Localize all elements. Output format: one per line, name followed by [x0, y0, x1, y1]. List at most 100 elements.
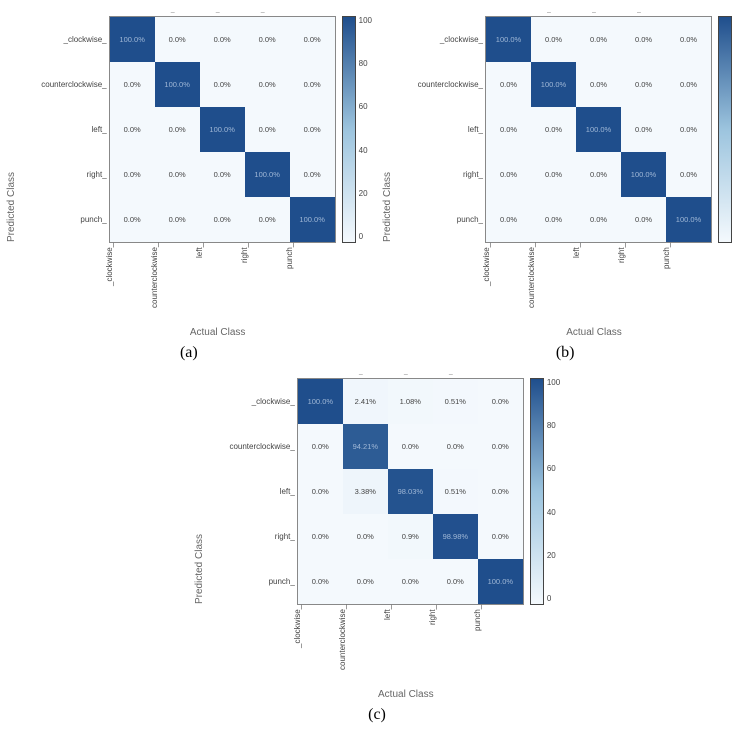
- x-axis-label: Actual Class: [105, 327, 330, 338]
- matrix-cell: 0.0%: [621, 62, 666, 107]
- y-tick-label: punch_: [395, 197, 485, 242]
- x-tick-label: left_: [195, 243, 240, 323]
- plot-column: –––Predicted Class_clockwise_countercloc…: [194, 372, 524, 700]
- matrix-cell: 0.0%: [666, 62, 711, 107]
- matrix-cell: 0.0%: [298, 424, 343, 469]
- matrix-cell: 0.0%: [576, 197, 621, 242]
- colorbar: 100806040200: [342, 16, 372, 243]
- matrix-cell: 0.0%: [478, 469, 523, 514]
- x-tick-label: punch_: [662, 243, 707, 323]
- x-tick-label: punch_: [473, 605, 518, 685]
- confusion-panel: –––Predicted Class_clockwise_countercloc…: [382, 10, 734, 362]
- matrix-cell: 0.0%: [290, 17, 335, 62]
- matrix-cell: 0.0%: [531, 197, 576, 242]
- x-ticks: _clockwise_counterclockwise_left_right_p…: [105, 243, 330, 323]
- confusion-matrix: 100.0%2.41%1.08%0.51%0.0%0.0%94.21%0.0%0…: [297, 378, 524, 605]
- y-tick-label: right_: [207, 514, 297, 559]
- matrix-cell: 0.0%: [433, 559, 478, 604]
- matrix-cell: 0.0%: [576, 17, 621, 62]
- x-tick-label: right_: [617, 243, 662, 323]
- colorbar-tick-label: 40: [359, 146, 372, 155]
- matrix-cell: 0.0%: [110, 152, 155, 197]
- matrix-cell: 0.0%: [621, 17, 666, 62]
- colorbar-tick-label: 60: [359, 102, 372, 111]
- matrix-cell: 100.0%: [290, 197, 335, 242]
- x-tick-label: left_: [572, 243, 617, 323]
- y-tick-label: left_: [19, 107, 109, 152]
- matrix-cell: 0.0%: [433, 424, 478, 469]
- colorbar-tick-label: 0: [547, 594, 560, 603]
- matrix-cell: 0.0%: [200, 62, 245, 107]
- matrix-cell: 0.0%: [531, 17, 576, 62]
- colorbar-tick-label: 60: [547, 464, 560, 473]
- matrix-cell: 98.98%: [433, 514, 478, 559]
- matrix-cell: 0.0%: [290, 62, 335, 107]
- colorbar-ticks: 100806040200: [547, 378, 560, 603]
- matrix-cell: 100.0%: [200, 107, 245, 152]
- matrix-cell: 100.0%: [298, 379, 343, 424]
- x-tick-label: counterclockwise_: [338, 605, 383, 685]
- matrix-cell: 0.0%: [343, 559, 388, 604]
- matrix-cell: 0.0%: [576, 152, 621, 197]
- matrix-cell: 0.0%: [531, 152, 576, 197]
- matrix-cell: 0.0%: [666, 152, 711, 197]
- matrix-cell: 0.0%: [200, 197, 245, 242]
- x-tick-label: counterclockwise_: [150, 243, 195, 323]
- matrix-cell: 100.0%: [245, 152, 290, 197]
- matrix-cell: 0.0%: [110, 107, 155, 152]
- matrix-cell: 0.0%: [110, 62, 155, 107]
- x-ticks: _clockwise_counterclockwise_left_right_p…: [482, 243, 707, 323]
- matrix-cell: 100.0%: [621, 152, 666, 197]
- y-tick-label: punch_: [207, 559, 297, 604]
- y-ticks: _clockwise_counterclockwise_left_right_p…: [207, 379, 297, 604]
- matrix-cell: 0.9%: [388, 514, 433, 559]
- colorbar-tick-label: 0: [359, 232, 372, 241]
- panel-row: –––Predicted Class_clockwise_countercloc…: [10, 10, 734, 362]
- figure-wrap: –––Predicted Class_clockwise_countercloc…: [194, 372, 560, 700]
- matrix-cell: 0.0%: [343, 514, 388, 559]
- matrix-cell: 0.0%: [290, 107, 335, 152]
- x-axis-label: Actual Class: [482, 327, 707, 338]
- matrix-cell: 0.0%: [666, 107, 711, 152]
- matrix-cell: 0.0%: [155, 152, 200, 197]
- matrix-cell: 0.0%: [388, 559, 433, 604]
- colorbar-tick-label: 100: [359, 16, 372, 25]
- matrix-cell: 0.0%: [486, 197, 531, 242]
- matrix-cell: 0.0%: [245, 17, 290, 62]
- matrix-cell: 100.0%: [576, 107, 621, 152]
- matrix-cell: 0.0%: [200, 17, 245, 62]
- x-tick-label: _clockwise_: [105, 243, 150, 323]
- matrix-cell: 0.0%: [155, 17, 200, 62]
- matrix-cell: 0.0%: [666, 17, 711, 62]
- matrix-cell: 0.0%: [245, 62, 290, 107]
- matrix-cell: 1.08%: [388, 379, 433, 424]
- matrix-cell: 0.0%: [298, 559, 343, 604]
- matrix-cell: 0.0%: [245, 107, 290, 152]
- matrix-cell: 0.0%: [486, 107, 531, 152]
- x-axis-label: Actual Class: [293, 689, 518, 700]
- figure-root: –––Predicted Class_clockwise_countercloc…: [10, 10, 734, 724]
- matrix-cell: 0.0%: [531, 107, 576, 152]
- colorbar-tick-label: 40: [547, 508, 560, 517]
- matrix-cell: 98.03%: [388, 469, 433, 514]
- y-tick-label: counterclockwise_: [207, 424, 297, 469]
- confusion-panel: –––Predicted Class_clockwise_countercloc…: [6, 10, 372, 362]
- x-tick-label: right_: [428, 605, 473, 685]
- y-tick-label: left_: [395, 107, 485, 152]
- matrix-cell: 100.0%: [110, 17, 155, 62]
- matrix-cell: 0.0%: [478, 424, 523, 469]
- y-axis-label: Predicted Class: [382, 17, 393, 242]
- x-tick-label: _clockwise_: [482, 243, 527, 323]
- matrix-cell: 0.0%: [576, 62, 621, 107]
- subplot-label: (c): [368, 706, 386, 724]
- matrix-cell: 0.0%: [621, 197, 666, 242]
- subplot-label: (a): [180, 344, 198, 362]
- y-ticks: _clockwise_counterclockwise_left_right_p…: [19, 17, 109, 242]
- colorbar: 100806040200: [530, 378, 560, 605]
- matrix-cell: 0.51%: [433, 379, 478, 424]
- y-tick-label: right_: [19, 152, 109, 197]
- matrix-cell: 0.0%: [478, 379, 523, 424]
- x-tick-label: right_: [240, 243, 285, 323]
- y-tick-label: _clockwise_: [19, 17, 109, 62]
- y-ticks: _clockwise_counterclockwise_left_right_p…: [395, 17, 485, 242]
